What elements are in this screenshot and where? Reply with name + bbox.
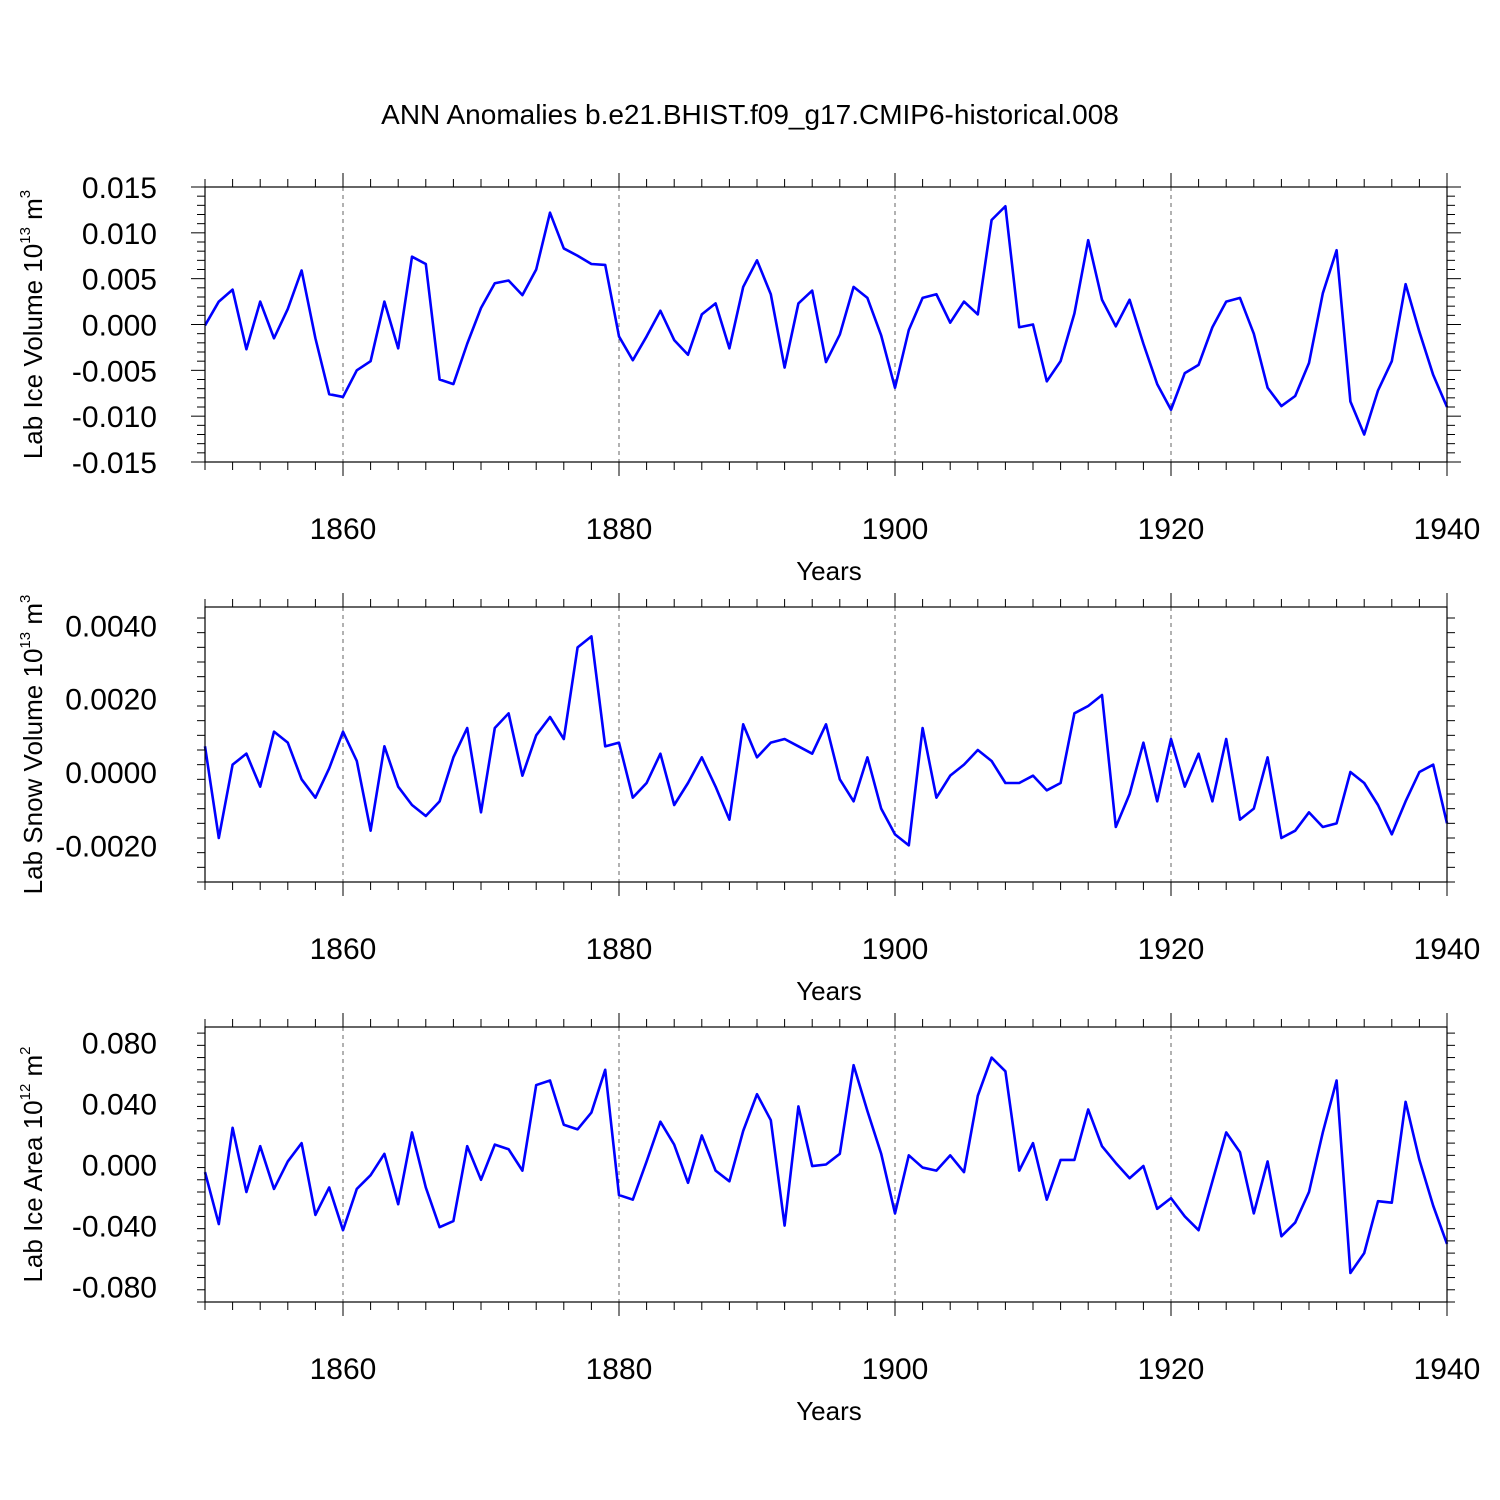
x-tick-label: 1880 <box>586 933 653 966</box>
y-tick-label: -0.040 <box>72 1211 157 1244</box>
y-tick-label: 0.015 <box>82 172 157 205</box>
x-axis-title: Years <box>796 556 862 586</box>
x-tick-label: 1920 <box>1138 1353 1205 1386</box>
y-tick-label: 0.010 <box>82 218 157 251</box>
x-tick-label: 1900 <box>862 513 929 546</box>
x-tick-label: 1920 <box>1138 933 1205 966</box>
y-tick-label: 0.0020 <box>65 684 157 717</box>
y-tick-label: 0.040 <box>82 1088 157 1121</box>
y-tick-label: -0.005 <box>72 355 157 388</box>
y-tick-label: -0.010 <box>72 401 157 434</box>
x-tick-label: 1860 <box>310 513 377 546</box>
plot-frame <box>204 606 1448 883</box>
y-tick-label: 0.0040 <box>65 610 157 643</box>
x-axis-title: Years <box>796 976 862 1006</box>
panel-ice-area: 1860 1880 1900 1920 1940 -0.080 -0.040 0.000 0.0… <box>17 1013 1480 1426</box>
x-tick-label: 1940 <box>1414 513 1481 546</box>
x-tick-label: 1880 <box>586 513 653 546</box>
x-tick-label: 1920 <box>1138 513 1205 546</box>
x-axis-title: Years <box>796 1396 862 1426</box>
y-tick-label: -0.0020 <box>55 830 157 863</box>
x-tick-label: 1940 <box>1414 1353 1481 1386</box>
y-tick-label: 0.005 <box>82 264 157 297</box>
plot-frame <box>204 1026 1448 1303</box>
y-tick-label: 0.000 <box>82 1150 157 1183</box>
y-tick-label: -0.015 <box>72 447 157 480</box>
x-tick-label: 1900 <box>862 933 929 966</box>
x-tick-label: 1860 <box>310 1353 377 1386</box>
y-tick-label: 0.0000 <box>65 757 157 790</box>
panel-ice-volume: 1860 1880 1900 1920 1940 -0.015 -0.010 -0.005 0.… <box>17 172 1480 586</box>
x-tick-label: 1860 <box>310 933 377 966</box>
series-line-snow-volume <box>203 635 1449 847</box>
x-tick-label: 1940 <box>1414 933 1481 966</box>
y-axis-title: Lab Snow Volume 1013 m3 <box>17 595 48 895</box>
y-tick-label: -0.080 <box>72 1272 157 1305</box>
series-line-ice-volume <box>203 204 1449 436</box>
y-axis-title: Lab Ice Volume 1013 m3 <box>17 190 48 459</box>
series-line-ice-area <box>203 1056 1449 1275</box>
x-tick-label: 1880 <box>586 1353 653 1386</box>
chart-title: ANN Anomalies b.e21.BHIST.f09_g17.CMIP6-… <box>381 99 1119 130</box>
y-tick-label: 0.080 <box>82 1027 157 1060</box>
panels: 1860 1880 1900 1920 1940 -0.015 -0.010 -0.005 0.… <box>17 172 1480 1426</box>
x-tick-label: 1900 <box>862 1353 929 1386</box>
panel-snow-volume: 1860 1880 1900 1920 1940 -0.0020 0.0000 0.0020 0… <box>17 593 1480 1006</box>
y-axis-title: Lab Ice Area 1012 m2 <box>17 1046 48 1282</box>
y-tick-label: 0.000 <box>82 310 157 343</box>
